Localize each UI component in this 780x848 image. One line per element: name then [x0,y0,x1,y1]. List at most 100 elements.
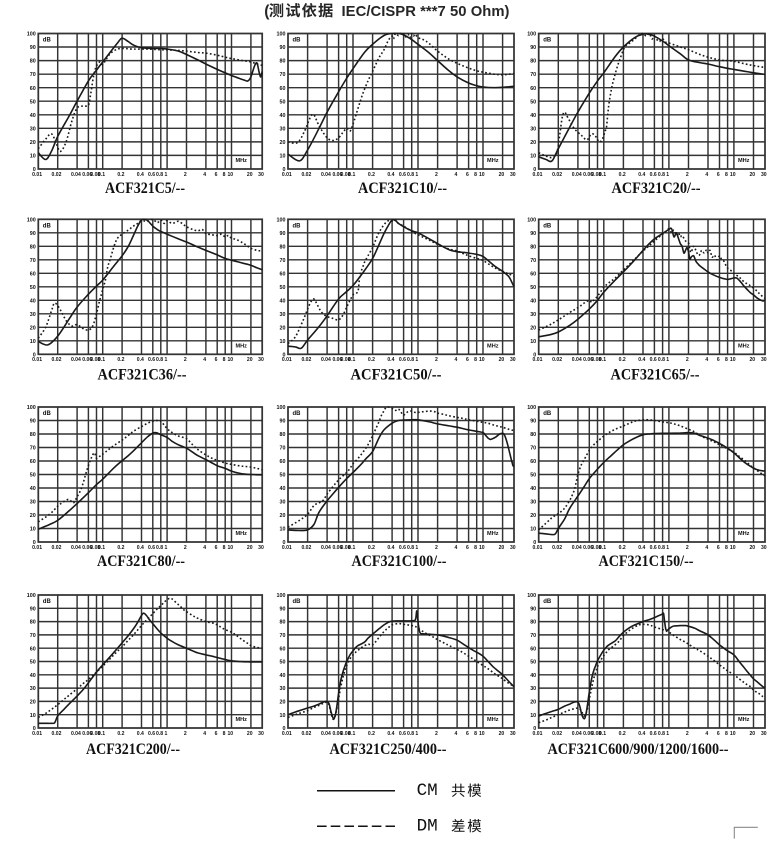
svg-text:10: 10 [530,527,536,533]
svg-text:4: 4 [454,731,457,737]
svg-text:50: 50 [280,660,286,666]
svg-text:0.1: 0.1 [98,731,105,737]
svg-text:0.4: 0.4 [387,172,394,178]
svg-text:2: 2 [686,172,689,178]
svg-text:0.01: 0.01 [533,357,543,363]
svg-text:0.6: 0.6 [148,357,155,363]
svg-text:ACF321C200/--: ACF321C200/-- [86,740,180,758]
svg-text:6: 6 [466,172,469,178]
svg-text:80: 80 [280,432,286,438]
svg-text:40: 40 [280,486,286,492]
svg-text:100: 100 [527,217,536,223]
svg-text:8: 8 [223,731,226,737]
svg-text:30: 30 [280,312,286,318]
svg-text:90: 90 [280,231,286,237]
svg-text:0.01: 0.01 [533,731,543,737]
svg-text:90: 90 [280,45,286,51]
svg-text:DM: DM [417,817,438,837]
svg-text:6: 6 [466,357,469,363]
svg-text:8: 8 [725,545,728,551]
svg-text:MHz: MHz [487,158,499,164]
svg-text:100: 100 [277,593,286,599]
svg-text:30: 30 [280,126,286,132]
svg-text:0.02: 0.02 [52,731,62,737]
svg-text:0.8: 0.8 [407,731,414,737]
svg-text:20: 20 [749,357,755,363]
svg-text:90: 90 [280,606,286,612]
svg-text:20: 20 [530,700,536,706]
svg-text:10: 10 [227,731,233,737]
svg-text:ACF321C50/--: ACF321C50/-- [351,366,442,384]
svg-text:0.2: 0.2 [117,545,124,551]
svg-text:0.02: 0.02 [301,545,311,551]
svg-text:0: 0 [33,352,36,358]
svg-text:0.6: 0.6 [148,172,155,178]
svg-text:ACF321C10/--: ACF321C10/-- [358,179,447,197]
svg-text:80: 80 [280,244,286,250]
svg-text:90: 90 [30,231,36,237]
svg-text:0.06: 0.06 [332,357,342,363]
svg-text:40: 40 [530,486,536,492]
svg-text:70: 70 [30,72,36,78]
svg-text:ACF321C80/--: ACF321C80/-- [97,552,185,570]
svg-text:0.04: 0.04 [71,731,81,737]
svg-text:0.01: 0.01 [32,357,42,363]
svg-text:0.4: 0.4 [387,545,394,551]
svg-text:50: 50 [30,285,36,291]
svg-text:60: 60 [280,646,286,652]
svg-text:0.06: 0.06 [583,731,593,737]
svg-text:1: 1 [164,172,167,178]
svg-text:80: 80 [30,244,36,250]
svg-text:0: 0 [283,540,286,546]
svg-text:2: 2 [435,731,438,737]
svg-text:40: 40 [30,298,36,304]
svg-text:0: 0 [533,167,536,173]
svg-text:50: 50 [280,99,286,105]
svg-text:30: 30 [761,731,767,737]
svg-text:30: 30 [280,686,286,692]
svg-text:6: 6 [215,357,218,363]
svg-text:2: 2 [184,731,187,737]
svg-text:0: 0 [33,726,36,732]
svg-text:1: 1 [164,731,167,737]
svg-text:70: 70 [30,446,36,452]
svg-text:10: 10 [280,154,286,160]
svg-text:0.02: 0.02 [552,545,562,551]
svg-text:ACF321C36/--: ACF321C36/-- [98,366,187,384]
svg-text:0.8: 0.8 [407,545,414,551]
svg-text:MHz: MHz [738,717,750,723]
svg-text:50: 50 [30,99,36,105]
svg-text:50: 50 [280,473,286,479]
svg-text:0.6: 0.6 [148,731,155,737]
svg-text:dB: dB [543,599,552,605]
svg-text:60: 60 [280,86,286,92]
svg-text:0.01: 0.01 [533,545,543,551]
svg-text:0.4: 0.4 [638,357,645,363]
svg-text:10: 10 [280,339,286,345]
svg-text:0.02: 0.02 [52,172,62,178]
svg-text:70: 70 [280,446,286,452]
svg-text:0.4: 0.4 [137,545,144,551]
svg-text:100: 100 [527,593,536,599]
svg-text:0.06: 0.06 [82,731,92,737]
svg-text:dB: dB [293,223,302,229]
svg-text:30: 30 [761,357,767,363]
svg-text:8: 8 [725,357,728,363]
svg-text:0.01: 0.01 [32,545,42,551]
svg-text:20: 20 [30,325,36,331]
svg-text:10: 10 [730,545,736,551]
svg-text:0.4: 0.4 [638,172,645,178]
svg-text:6: 6 [717,545,720,551]
svg-text:2: 2 [435,545,438,551]
svg-text:50: 50 [30,473,36,479]
svg-text:6: 6 [466,731,469,737]
svg-text:MHz: MHz [487,343,499,349]
svg-text:20: 20 [530,140,536,146]
svg-text:0.4: 0.4 [137,357,144,363]
svg-text:dB: dB [43,411,52,417]
svg-text:70: 70 [280,72,286,78]
svg-text:60: 60 [30,271,36,277]
svg-text:10: 10 [730,357,736,363]
svg-text:70: 70 [280,633,286,639]
svg-text:0.1: 0.1 [599,357,606,363]
